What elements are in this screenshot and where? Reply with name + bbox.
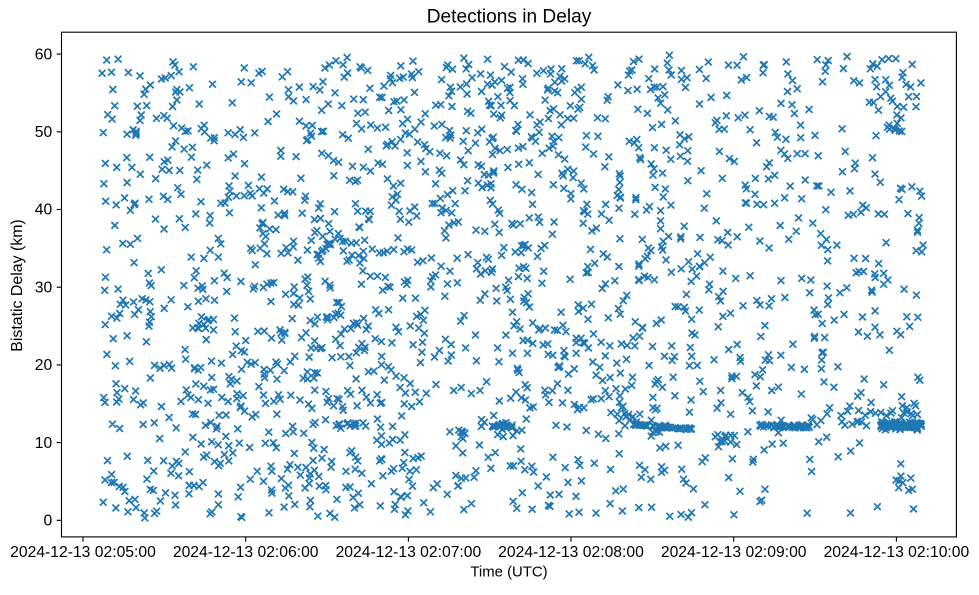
svg-text:2024-12-13 02:06:00: 2024-12-13 02:06:00 xyxy=(173,544,319,561)
svg-text:20: 20 xyxy=(35,357,53,374)
svg-text:0: 0 xyxy=(43,513,52,530)
svg-text:Time (UTC): Time (UTC) xyxy=(470,564,547,580)
svg-text:60: 60 xyxy=(35,46,53,63)
svg-text:10: 10 xyxy=(35,435,53,452)
svg-text:2024-12-13 02:07:00: 2024-12-13 02:07:00 xyxy=(336,544,482,561)
svg-text:Bistatic Delay (km): Bistatic Delay (km) xyxy=(9,219,26,351)
svg-text:2024-12-13 02:08:00: 2024-12-13 02:08:00 xyxy=(498,544,644,561)
svg-text:30: 30 xyxy=(35,279,53,296)
svg-text:40: 40 xyxy=(35,202,53,219)
svg-text:2024-12-13 02:05:00: 2024-12-13 02:05:00 xyxy=(10,544,156,561)
svg-text:Detections in Delay: Detections in Delay xyxy=(427,6,592,27)
svg-text:2024-12-13 02:09:00: 2024-12-13 02:09:00 xyxy=(661,544,807,561)
svg-text:50: 50 xyxy=(35,124,53,141)
svg-text:2024-12-13 02:10:00: 2024-12-13 02:10:00 xyxy=(824,544,970,561)
